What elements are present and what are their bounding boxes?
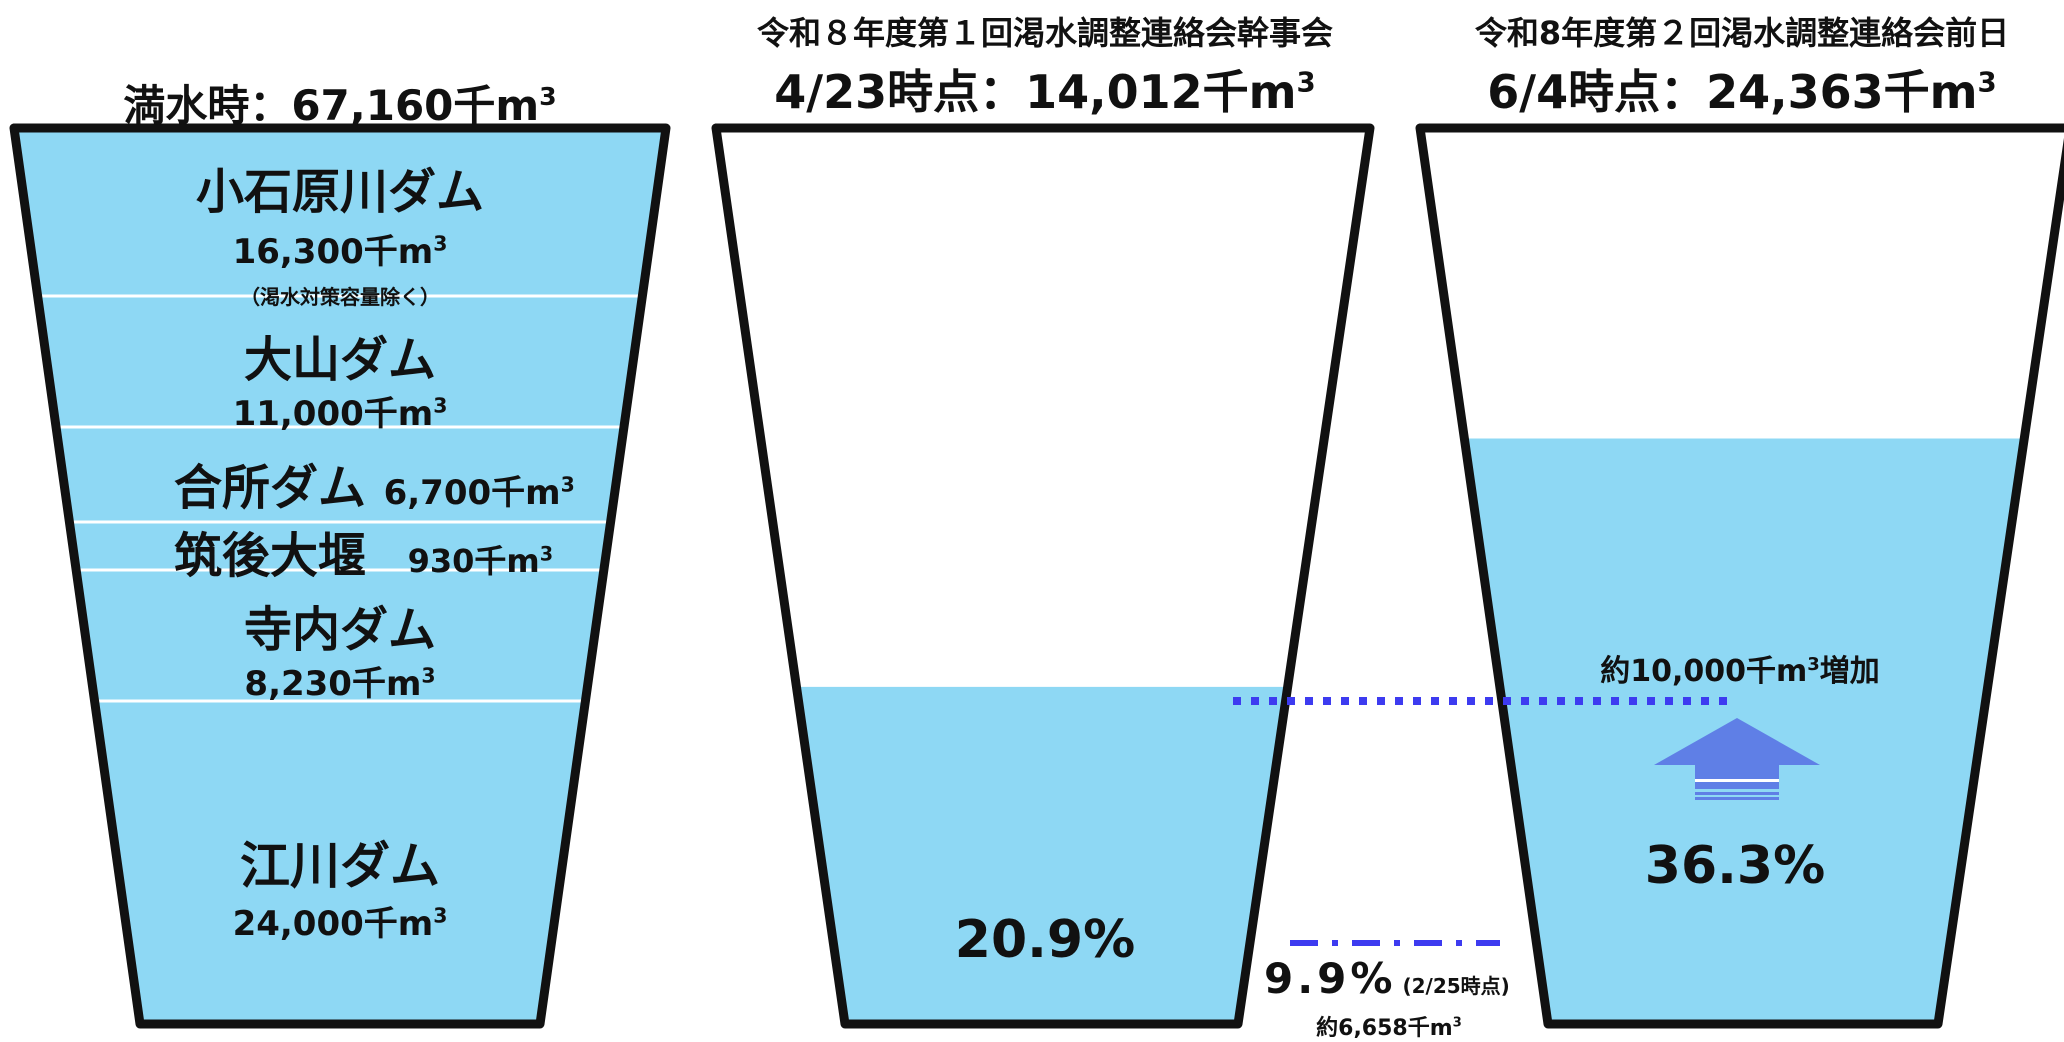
dam-name: 寺内ダム	[243, 602, 436, 658]
dam-capacity: 8,230千m3	[244, 663, 436, 704]
panel1-title: 満水時：67,160千m3	[14, 72, 666, 133]
panel3-title: 令和8年度第２回渇水調整連絡会前日 6/4時点：24,363千m3	[1420, 8, 2064, 122]
dam-label-egawa: 江川ダム 24,000千m3	[40, 826, 640, 945]
reference-volume-label: 約6,658千m3	[1316, 1015, 1462, 1041]
dam-name: 大山ダム	[243, 332, 436, 388]
reference-percent: 9.9%	[1264, 954, 1397, 1003]
dam-label-chikugo-ozeki: 筑後大堰 930千m3	[174, 516, 553, 586]
dam-label-terauchi: 寺内ダム 8,230千m3	[40, 590, 640, 705]
panel2-outline	[711, 123, 1375, 1029]
panel3-percent: 36.3%	[1644, 836, 1826, 896]
reference-date-note: (2/25時点)	[1402, 974, 1510, 998]
dam-capacity: 6,700千m3	[383, 472, 575, 513]
dam-capacity: 930千m3	[407, 542, 554, 580]
increase-label: 約10,000千m3増加	[1600, 654, 1880, 689]
panel2-title-line1: 令和８年度第１回渇水調整連絡会幹事会	[756, 14, 1333, 52]
panel3-outline	[1415, 123, 2064, 1029]
panel3-title-line1: 令和8年度第２回渇水調整連絡会前日	[1474, 14, 2010, 52]
panel2-title: 令和８年度第１回渇水調整連絡会幹事会 4/23時点：14,012千m3	[700, 8, 1390, 122]
dam-name: 江川ダム	[240, 837, 440, 895]
dam-capacity: 16,300千m3	[232, 231, 448, 272]
reference-percent-label: 9.9% (2/25時点)	[1264, 954, 1510, 1003]
panel1-dividers	[40, 294, 640, 703]
panel1-water-fill	[14, 128, 666, 1024]
dam-label-oyama: 大山ダム 11,000千m3	[40, 320, 640, 435]
panel3-title-line2: 6/4時点：24,363千m3	[1487, 65, 1997, 119]
superscript: 3	[539, 82, 557, 111]
dam-capacity: 11,000千m3	[232, 393, 448, 434]
panel1-title-text: 満水時：67,160千m	[123, 81, 540, 130]
up-arrow-icon	[1654, 718, 1820, 800]
dam-capacity: 24,000千m3	[232, 903, 448, 944]
panel2-title-line2: 4/23時点：14,012千m3	[774, 65, 1316, 119]
dam-label-koishiwarakawa: 小石原川ダム 16,300千m3 （渇水対策容量除く）	[40, 152, 640, 310]
dam-name: 小石原川ダム	[195, 164, 484, 220]
panel2-water-fill	[796, 686, 1288, 1024]
panel1-outline	[9, 123, 671, 1029]
dam-name: 筑後大堰	[174, 528, 367, 584]
dam-name: 合所ダム	[174, 460, 367, 516]
panel2-percent: 20.9%	[954, 910, 1136, 970]
dam-label-aisho: 合所ダム 6,700千m3	[174, 448, 575, 518]
dam-note: （渇水対策容量除く）	[240, 285, 440, 309]
